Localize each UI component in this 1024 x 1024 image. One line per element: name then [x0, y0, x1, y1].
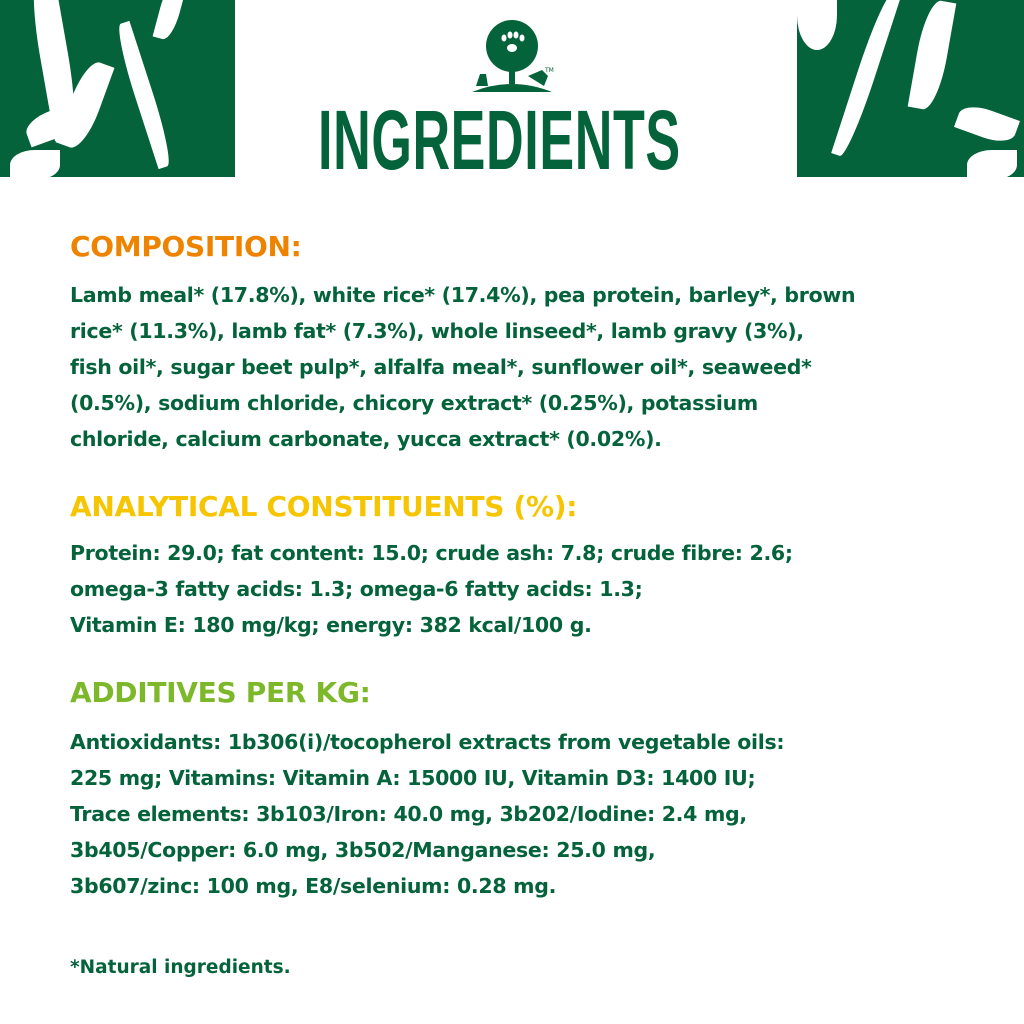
composition-line: (0.5%), sodium chloride, chicory extract… [70, 391, 758, 415]
analytical-line: Vitamin E: 180 mg/kg; energy: 382 kcal/1… [70, 613, 592, 637]
analytical-heading: ANALYTICAL CONSTITUENTS (%): [70, 490, 578, 523]
composition-heading: COMPOSITION: [70, 230, 302, 263]
additives-text: Antioxidants: 1b306(i)/tocopherol extrac… [70, 724, 785, 904]
composition-line: chloride, calcium carbonate, yucca extra… [70, 427, 662, 451]
additives-line: 3b405/Copper: 6.0 mg, 3b502/Manganese: 2… [70, 838, 656, 862]
analytical-line: omega-3 fatty acids: 1.3; omega-6 fatty … [70, 577, 643, 601]
brand-logo-icon: TM [472, 20, 554, 92]
analytical-line: Protein: 29.0; fat content: 15.0; crude … [70, 541, 793, 565]
footnote: *Natural ingredients. [70, 957, 291, 978]
additives-line: Trace elements: 3b103/Iron: 40.0 mg, 3b2… [70, 802, 747, 826]
page-title: INGREDIENTS [318, 93, 681, 187]
leaf-decoration-right [797, 0, 1024, 180]
additives-line: 225 mg; Vitamins: Vitamin A: 15000 IU, V… [70, 766, 756, 790]
analytical-text: Protein: 29.0; fat content: 15.0; crude … [70, 535, 793, 643]
composition-text: Lamb meal* (17.8%), white rice* (17.4%),… [70, 277, 856, 457]
additives-heading: ADDITIVES PER KG: [70, 676, 371, 709]
trademark-mark: TM [544, 67, 554, 74]
additives-line: 3b607/zinc: 100 mg, E8/selenium: 0.28 mg… [70, 874, 557, 898]
additives-line: Antioxidants: 1b306(i)/tocopherol extrac… [70, 730, 785, 754]
composition-line: rice* (11.3%), lamb fat* (7.3%), whole l… [70, 319, 804, 343]
composition-line: Lamb meal* (17.8%), white rice* (17.4%),… [70, 283, 856, 307]
leaf-decoration-left [0, 0, 235, 180]
composition-line: fish oil*, sugar beet pulp*, alfalfa mea… [70, 355, 812, 379]
